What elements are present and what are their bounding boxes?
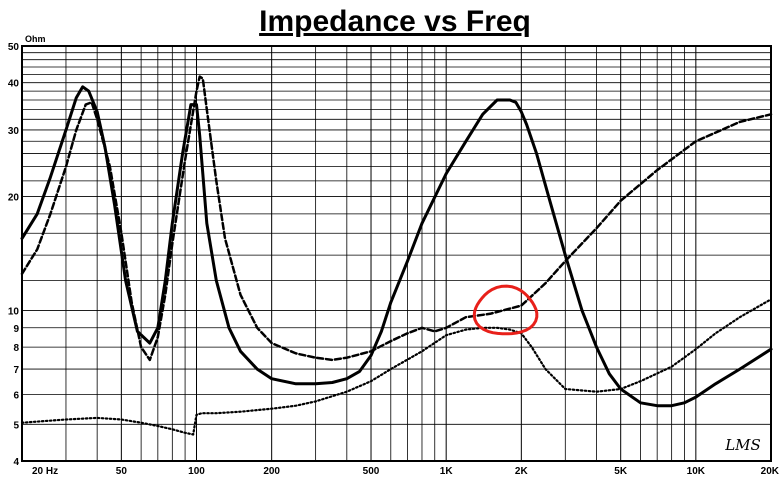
chart-title: Impedance vs Freq [259,5,531,38]
y-tick-label: 6 [13,390,19,401]
y-tick-label: 5 [13,420,19,431]
y-tick-label: 50 [8,42,20,53]
y-unit-label: Ohm [25,34,46,44]
x-tick-label: 100 [188,466,205,477]
y-tick-label: 9 [13,324,19,335]
x-tick-label: 5K [614,466,628,477]
x-tick-label: 20K [761,466,780,477]
series-line-dotted [20,298,773,436]
y-tick-label: 40 [8,79,20,90]
y-tick-label: 8 [13,343,19,354]
series-line-solid [20,85,773,408]
grid-lines [22,46,771,461]
x-tick-labels: 20 Hz 50 100 200 500 1K 2K 5K 10K 20K [32,466,780,477]
y-tick-label: 20 [8,193,20,204]
lms-logo: LMS [724,436,761,454]
x-tick-label: 2K [515,466,529,477]
annotations [472,284,539,336]
x-tick-label: 500 [363,466,380,477]
x-tick-label: 50 [116,466,128,477]
x-tick-label: 10K [687,466,706,477]
y-tick-label: 10 [8,306,20,317]
y-tick-label: 7 [13,365,19,376]
y-tick-labels: 50 40 30 20 10 9 8 7 6 5 4 [8,42,20,468]
x-tick-label: 1K [440,466,454,477]
y-tick-label: 4 [13,457,19,468]
x-tick-label: 200 [263,466,280,477]
highlight-circle [472,284,539,336]
plot-frame [21,45,772,462]
y-tick-label: 30 [8,126,20,137]
x-tick-label: 20 Hz [32,466,58,477]
